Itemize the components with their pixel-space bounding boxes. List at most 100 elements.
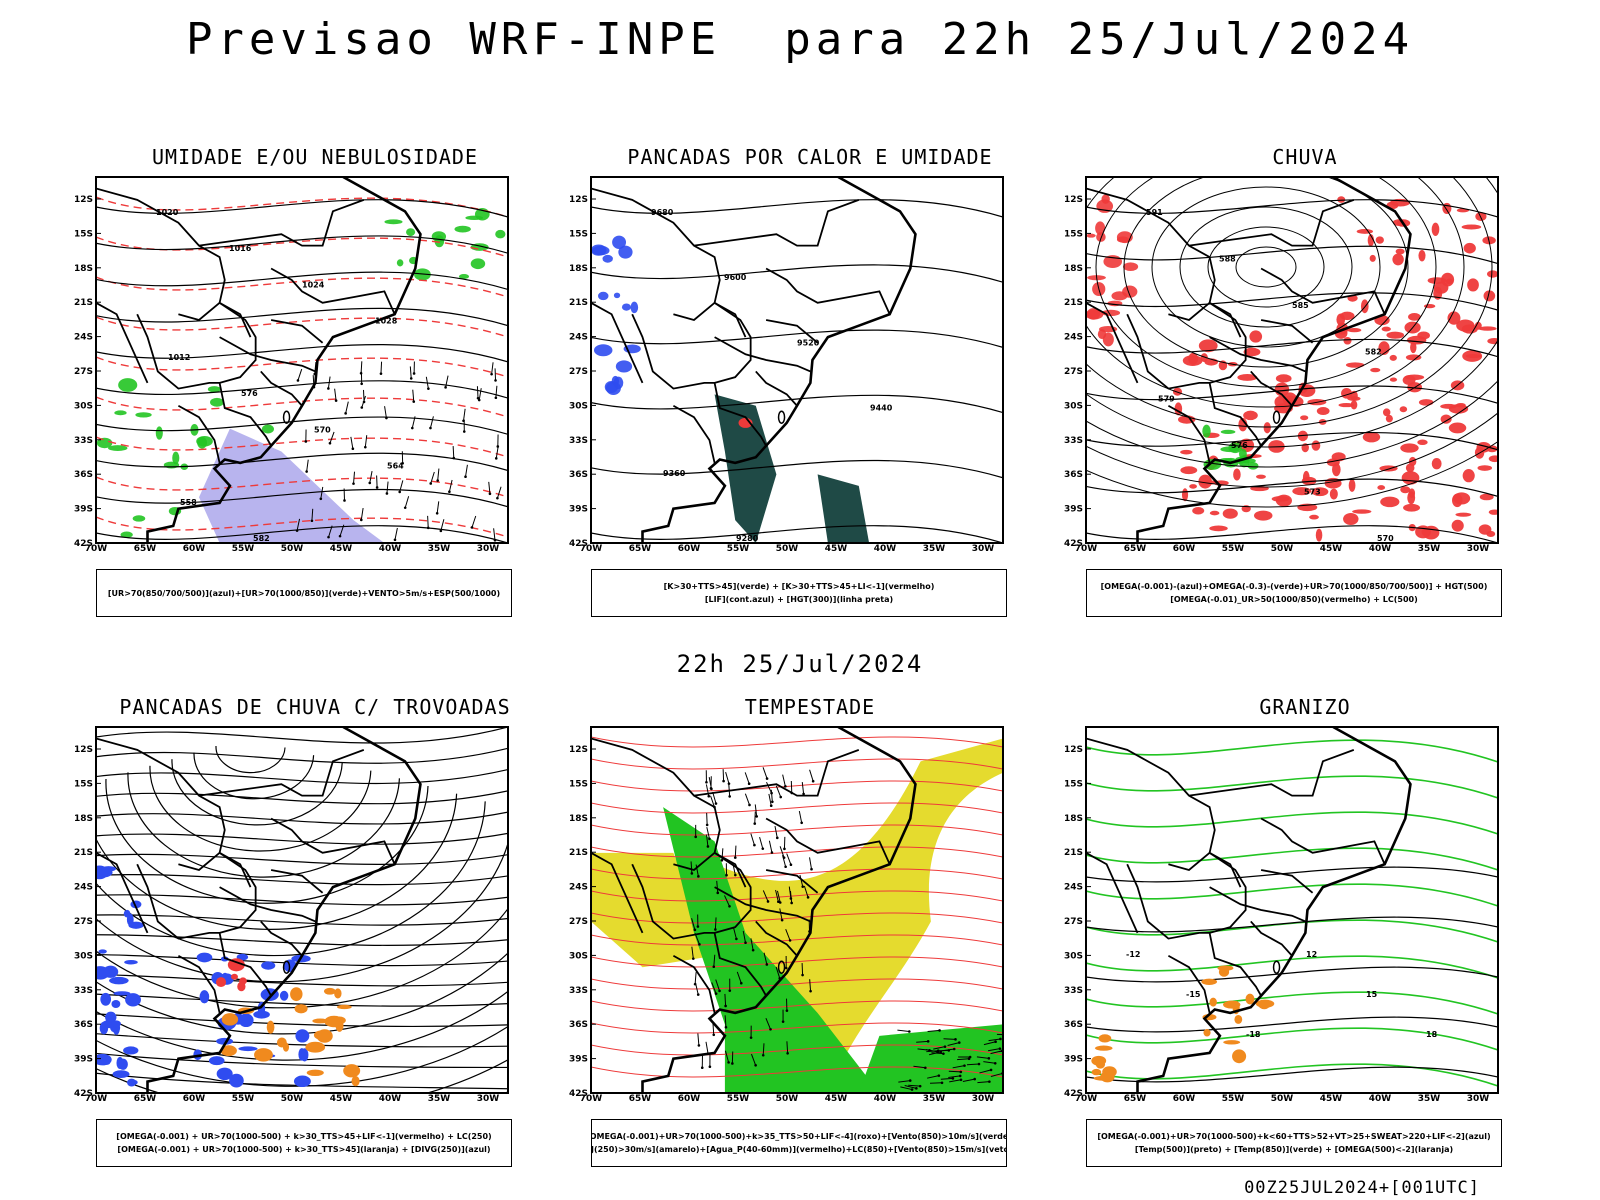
rain-area — [1111, 291, 1128, 301]
wind-vector-head — [725, 873, 728, 877]
hgt-contour — [1086, 478, 1498, 498]
wind-vector-head — [304, 440, 308, 443]
rain-area — [1263, 422, 1271, 434]
divergence-contour — [111, 999, 121, 1008]
temp-850-contour — [1086, 811, 1498, 835]
streamline — [1086, 379, 1498, 468]
lat-tick-label: 30S — [569, 951, 588, 961]
omega-500-area — [1223, 1040, 1241, 1045]
rain-area — [1456, 319, 1475, 332]
thunder-area — [239, 977, 247, 985]
rain-area — [1477, 465, 1493, 471]
wind-vector-head — [360, 382, 363, 386]
divergence-contour — [300, 1048, 309, 1062]
kindex-orange-area — [306, 1069, 324, 1077]
lon-tick-label: 65W — [629, 544, 652, 554]
omega-500-area — [1095, 1059, 1106, 1069]
lagoon — [1272, 410, 1281, 424]
wind-vector — [927, 1029, 940, 1033]
wind-vector-head — [362, 400, 366, 404]
wind-vector — [427, 515, 429, 528]
map-pancadas: 9680 9600 9520 9440 9360 9280 12S 15S 18S 21S 24S 2… — [569, 176, 1004, 554]
contour-label: 1016 — [229, 244, 252, 253]
wind-vector — [809, 979, 812, 992]
humidity-1000-blob — [454, 225, 471, 233]
contour-label: 1012 — [168, 353, 190, 362]
rain-area — [1392, 253, 1404, 266]
political-border — [270, 319, 324, 344]
wind-vector-head — [988, 1080, 991, 1083]
omega-500-area — [1093, 1076, 1113, 1081]
divergence-contour — [99, 1021, 109, 1035]
wind-vector-head — [707, 794, 711, 798]
divergence-contour — [295, 1029, 310, 1043]
wind-vector — [734, 845, 737, 858]
map-content: 9680 9600 9520 9440 9360 9280 — [591, 177, 1003, 543]
lon-tick-label: 60W — [678, 544, 701, 554]
humidity-1000-blob — [495, 229, 506, 239]
streamline — [96, 1052, 508, 1069]
lon-tick-label: 55W — [727, 1094, 750, 1104]
wind-vector-head — [477, 398, 481, 402]
legend-line: [OMEGA(-0.01)_UR>50(1000/850)(vermelho) … — [1170, 595, 1418, 604]
wind-vector — [706, 812, 708, 825]
lat-tick-label: 42S — [74, 1089, 93, 1099]
lagoon — [777, 960, 786, 974]
wind-vector-head — [490, 372, 493, 376]
political-border — [1167, 404, 1211, 464]
wind-vector — [913, 1065, 926, 1069]
lat-tick-label: 30S — [1064, 951, 1083, 961]
lon-tick-label: 55W — [1222, 544, 1245, 554]
contour-label: 579 — [1158, 394, 1175, 403]
lif-contour — [613, 292, 621, 299]
lon-tick-label: 45W — [1320, 1094, 1343, 1104]
divergence-contour — [127, 1078, 137, 1087]
wind-vector-head — [359, 518, 363, 522]
political-border — [270, 817, 396, 865]
streamline — [96, 894, 508, 906]
streamline — [193, 752, 315, 800]
wind-vector-head — [462, 430, 466, 433]
wind-vector-head — [915, 1087, 918, 1090]
wind-vector-head — [426, 526, 430, 530]
panel-chuva: CHUVA 591 588 585 582 579 576 573 570 12S 15S 18S 2… — [1050, 145, 1550, 625]
lon-tick-label: 35W — [1418, 544, 1441, 554]
rain-area — [1347, 327, 1362, 333]
contour-label: 564 — [387, 462, 404, 471]
wind-vector-head — [731, 1062, 734, 1065]
wind-vector-head — [728, 904, 731, 908]
lon-tick-label: 65W — [629, 1094, 652, 1104]
political-border — [177, 954, 221, 1014]
kindex-orange-area — [323, 987, 336, 995]
wind-vector — [306, 459, 309, 472]
wind-vector-head — [310, 519, 314, 523]
lon-tick-label: 70W — [1075, 1094, 1098, 1104]
wind-vector-head — [775, 836, 779, 840]
kindex-orange-area — [290, 987, 303, 1002]
political-border — [1167, 954, 1211, 1014]
thickness-contour — [96, 316, 508, 338]
wind-vector-head — [788, 939, 792, 942]
wind-vector-head — [777, 900, 780, 903]
wind-vector-head — [782, 856, 786, 859]
wind-vector-head — [998, 1047, 1002, 1050]
lif-contour — [593, 344, 613, 357]
wind-vector-head — [780, 918, 784, 922]
temp-850-contour — [1086, 739, 1498, 763]
lon-tick-label: 30W — [1467, 1094, 1490, 1104]
kindex-orange-area — [335, 1019, 344, 1032]
footer-run-id: 00Z25JUL2024+[001UTC] — [1244, 1178, 1480, 1198]
divergence-contour — [100, 992, 112, 1006]
thickness-contour — [96, 276, 508, 298]
rain-area — [1455, 512, 1472, 517]
rain-area — [1243, 347, 1261, 357]
streamline — [1235, 246, 1297, 288]
wind-vector — [712, 1022, 715, 1035]
wind-vector-head — [954, 1038, 957, 1041]
lon-tick-label: 50W — [1271, 1094, 1294, 1104]
wind-vector — [943, 1038, 956, 1040]
political-border — [673, 851, 747, 888]
wind-vector-head — [716, 891, 720, 895]
wind-vector — [897, 1029, 910, 1033]
legend-line: [OMEGA(-0.001)+UR>70(1000-500)+k<60+TTS>… — [1097, 1132, 1491, 1141]
